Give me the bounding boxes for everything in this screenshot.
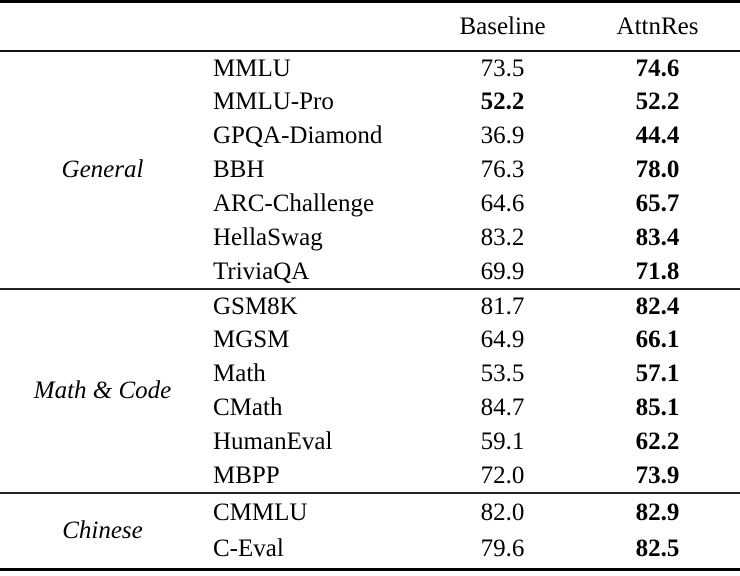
baseline-value: 59.1: [480, 428, 525, 455]
attnres-value: 66.1: [635, 326, 680, 353]
baseline-value: 53.5: [480, 360, 525, 387]
benchmark-name: MMLU-Pro: [213, 88, 334, 115]
baseline-value: 36.9: [480, 122, 525, 149]
group-label-math-code: Math & Code: [0, 289, 205, 494]
table-row: ARC-Challenge 64.6 65.7: [0, 187, 740, 221]
attnres-value: 65.7: [635, 190, 680, 217]
baseline-value: 82.0: [480, 498, 525, 526]
section-math-code: Math & Code GSM8K 81.7 82.4 MGSM 64.9 66…: [0, 289, 740, 494]
attnres-value: 62.2: [635, 428, 680, 455]
section-chinese: Chinese CMMLU 82.0 82.9 C-Eval 79.6 82.5: [0, 493, 740, 569]
attnres-value: 74.6: [635, 54, 680, 82]
table-row: Math 53.5 57.1: [0, 357, 740, 391]
table-row: HellaSwag 83.2 83.4: [0, 221, 740, 255]
table-header-row: Baseline AttnRes: [0, 1, 740, 52]
benchmark-name: MGSM: [213, 326, 290, 353]
attnres-value: 83.4: [635, 224, 680, 251]
baseline-value: 64.6: [480, 190, 525, 217]
benchmark-name: HellaSwag: [213, 224, 323, 251]
baseline-value: 52.2: [480, 88, 525, 115]
baseline-value: 76.3: [480, 156, 525, 183]
baseline-value: 84.7: [480, 394, 525, 421]
header-empty-group-cell: [0, 1, 205, 52]
benchmark-name: GPQA-Diamond: [213, 122, 383, 149]
column-header-attnres: AttnRes: [575, 1, 740, 52]
baseline-value: 64.9: [480, 326, 525, 353]
attnres-value: 71.8: [575, 255, 740, 290]
table-row: BBH 76.3 78.0: [0, 153, 740, 187]
table-row: Math & Code GSM8K 81.7 82.4: [0, 289, 740, 494]
baseline-value: 73.5: [480, 54, 525, 82]
attnres-value: 57.1: [635, 360, 680, 387]
attnres-value: 52.2: [635, 88, 680, 115]
attnres-value: 82.4: [635, 292, 680, 320]
attnres-value: 82.5: [635, 535, 680, 563]
table-row: MGSM 64.9 66.1: [0, 323, 740, 357]
attnres-value: 85.1: [635, 394, 680, 421]
baseline-value: 79.6: [480, 535, 525, 563]
attnres-value: 78.0: [635, 156, 680, 183]
section-general: General MMLU 73.5 74.6 MMLU-Pro 52.2 52.…: [0, 51, 740, 290]
benchmark-name: ARC-Challenge: [213, 190, 375, 217]
group-label-chinese: Chinese: [62, 516, 143, 544]
benchmark-name: HumanEval: [213, 428, 333, 455]
table-row: MMLU-Pro 52.2 52.2: [0, 85, 740, 119]
table-row: MBPP 72.0 73.9: [0, 459, 740, 494]
baseline-value: 81.7: [480, 292, 525, 320]
attnres-value: 44.4: [635, 122, 680, 149]
benchmark-name: Math: [213, 360, 266, 387]
table-row: General MMLU 73.5 74.6: [0, 51, 740, 290]
table-row: C-Eval 79.6 82.5: [0, 531, 740, 569]
baseline-value: 69.9: [430, 255, 575, 290]
table-row: Chinese CMMLU 82.0 82.9: [0, 493, 740, 544]
benchmark-name: CMath: [213, 394, 283, 421]
benchmark-name: MBPP: [205, 459, 430, 494]
group-label-general: General: [0, 51, 205, 290]
attnres-value: 73.9: [575, 459, 740, 494]
benchmark-name: GSM8K: [213, 292, 298, 320]
header-empty-name-cell: [205, 1, 430, 52]
table-row: HumanEval 59.1 62.2: [0, 425, 740, 459]
benchmark-name: MMLU: [213, 54, 291, 82]
benchmark-name: C-Eval: [213, 535, 284, 563]
benchmark-name: CMMLU: [213, 498, 308, 526]
baseline-value: 83.2: [480, 224, 525, 251]
column-header-baseline: Baseline: [430, 1, 575, 52]
baseline-value: 72.0: [430, 459, 575, 494]
benchmark-name: TriviaQA: [205, 255, 430, 290]
table-row: TriviaQA 69.9 71.8: [0, 255, 740, 290]
benchmark-name: BBH: [213, 156, 265, 183]
attnres-value: 82.9: [635, 498, 680, 526]
table-row: GPQA-Diamond 36.9 44.4: [0, 119, 740, 153]
table-row: CMath 84.7 85.1: [0, 391, 740, 425]
